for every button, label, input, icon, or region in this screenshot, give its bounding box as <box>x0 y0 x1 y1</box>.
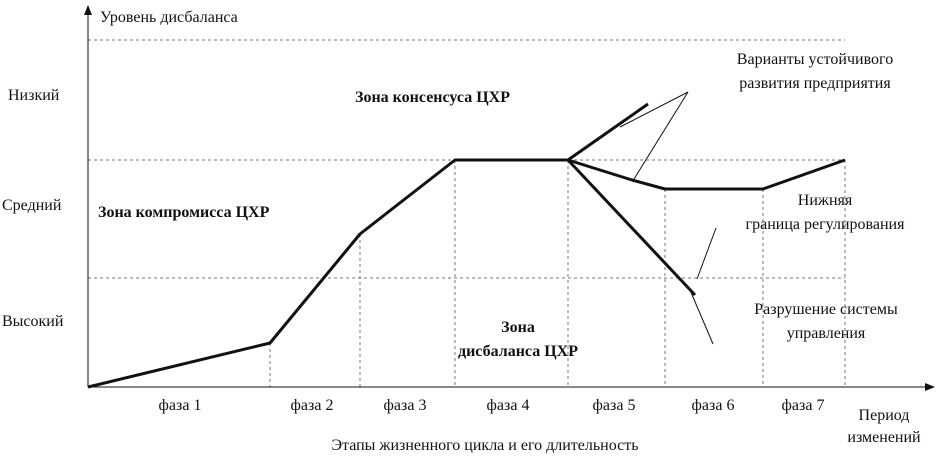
zone-label: дисбаланса ЦХР <box>458 343 578 360</box>
caption: Этапы жизненного цикла и его длительност… <box>331 437 638 454</box>
phase-label: фаза 7 <box>782 397 825 414</box>
annotation: граница регулирования <box>746 216 906 233</box>
phase-label: фаза 1 <box>159 397 202 414</box>
level: Средний <box>2 197 62 214</box>
level: Низкий <box>8 87 60 104</box>
phase-label: фаза 3 <box>384 397 427 414</box>
annotation: Нижняя <box>798 192 853 209</box>
annotation: управления <box>787 325 866 342</box>
branch-down <box>566 158 697 297</box>
main-path <box>87 158 568 389</box>
guides <box>88 39 846 387</box>
zone-label: Зона <box>501 319 535 336</box>
branch-mid <box>567 158 846 191</box>
annotation: Варианты устойчивого <box>737 51 893 68</box>
pointer <box>619 91 689 128</box>
phase-label: фаза 6 <box>692 397 735 414</box>
pointer <box>696 227 717 280</box>
zone-label: Зона консенсуса ЦХР <box>355 89 510 106</box>
phase-label: фаза 5 <box>593 397 636 414</box>
pointer <box>689 289 714 345</box>
x-axis-title: изменений <box>847 429 921 446</box>
annotation: развития предприятия <box>739 75 891 92</box>
phase-label: фаза 2 <box>291 397 334 414</box>
pointer <box>633 91 689 180</box>
annotation: Разрушение системы <box>754 301 898 318</box>
y-axis-title: Уровень дисбаланса <box>100 9 238 26</box>
level: Высокий <box>2 313 64 330</box>
x-axis-title: Период <box>859 407 910 424</box>
phase-label: фаза 4 <box>487 397 530 414</box>
zone-label: Зона компромисса ЦХР <box>98 204 270 221</box>
branch-up <box>567 102 649 162</box>
